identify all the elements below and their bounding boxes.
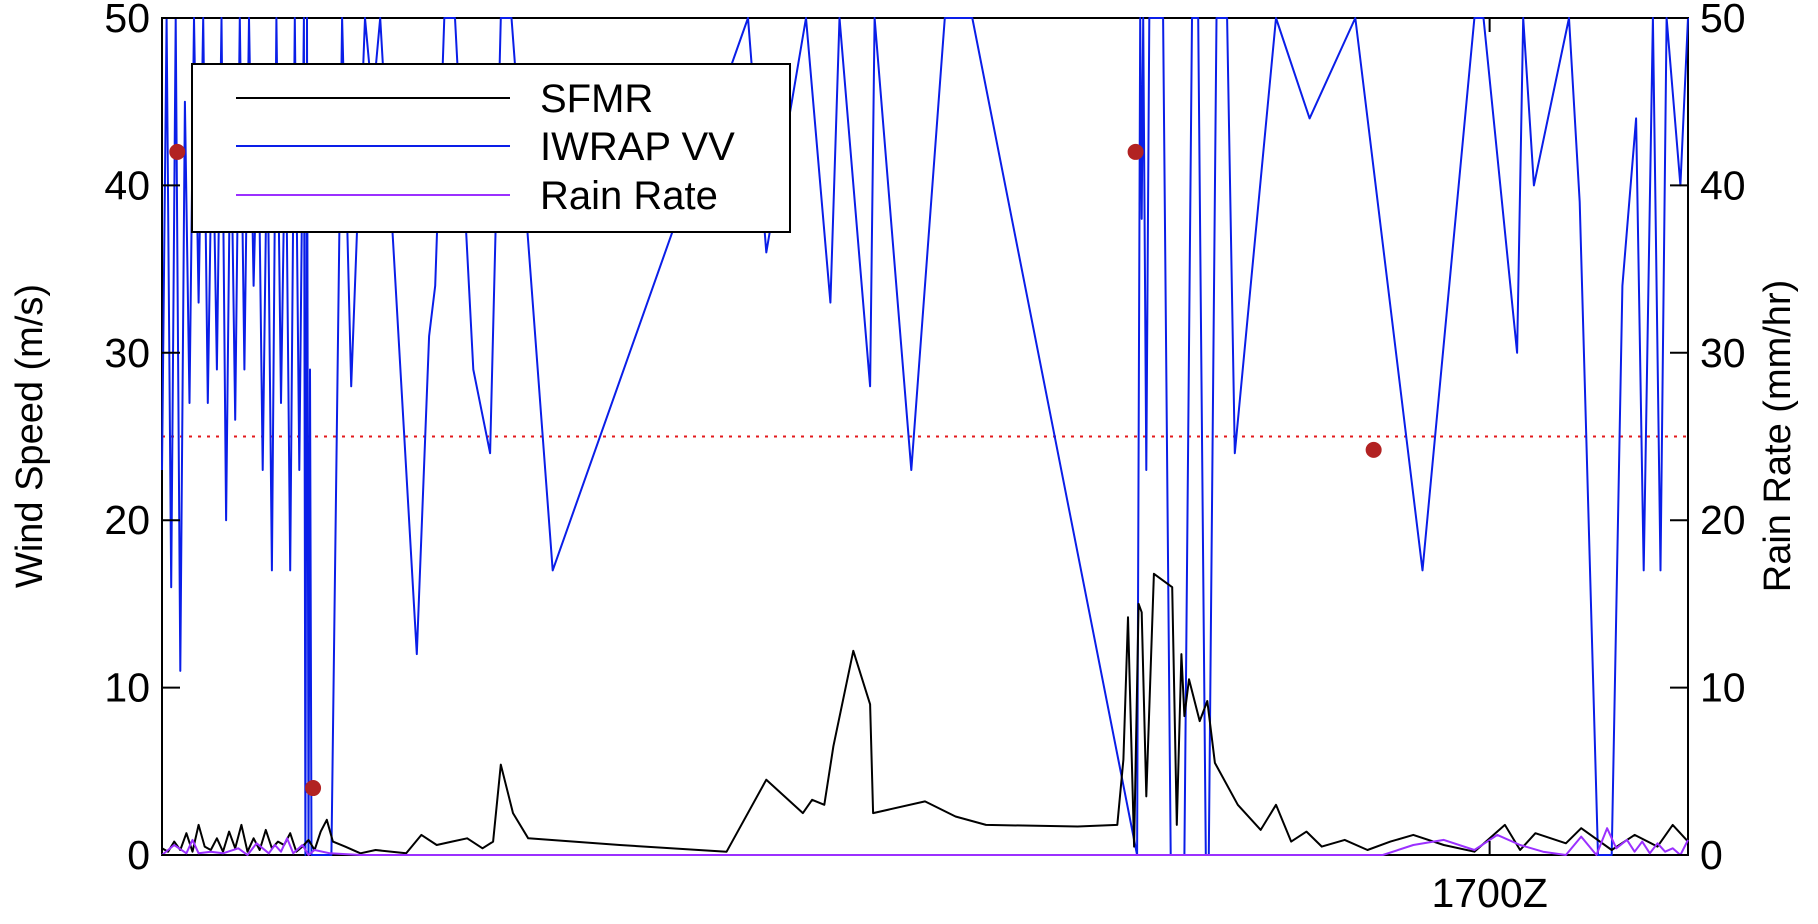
y2-tick-label: 50 bbox=[1700, 0, 1746, 41]
y-tick-label: 50 bbox=[104, 0, 150, 41]
marker-point bbox=[169, 143, 186, 160]
y2-axis-label: Rain Rate (mm/hr) bbox=[1757, 280, 1799, 593]
y-axis-label: Wind Speed (m/s) bbox=[9, 284, 51, 588]
y2-tick-label: 10 bbox=[1700, 665, 1746, 711]
marker-point bbox=[305, 780, 322, 797]
series-line-rain-rate bbox=[161, 827, 1689, 856]
y2-tick-label: 0 bbox=[1700, 832, 1723, 878]
legend-label-rain: Rain Rate bbox=[540, 174, 718, 218]
x-tick-label: 1700Z bbox=[1431, 870, 1547, 916]
legend-label-sfmr: SFMR bbox=[540, 77, 653, 121]
y-tick-label: 20 bbox=[104, 497, 150, 543]
legend-label-iwrap: IWRAP VV bbox=[540, 125, 735, 169]
series-line-sfmr bbox=[161, 572, 1689, 855]
y2-tick-label: 40 bbox=[1700, 162, 1746, 208]
y-tick-label: 30 bbox=[104, 330, 150, 376]
y2-tick-label: 20 bbox=[1700, 497, 1746, 543]
legend-box bbox=[191, 63, 791, 233]
y-tick-label: 40 bbox=[104, 162, 150, 208]
marker-point bbox=[1127, 143, 1144, 160]
y-tick-label: 10 bbox=[104, 665, 150, 711]
y2-tick-label: 30 bbox=[1700, 330, 1746, 376]
legend: SFMR IWRAP VV Rain Rate bbox=[191, 63, 791, 233]
y-tick-label: 0 bbox=[127, 832, 150, 878]
marker-point bbox=[1365, 441, 1382, 458]
